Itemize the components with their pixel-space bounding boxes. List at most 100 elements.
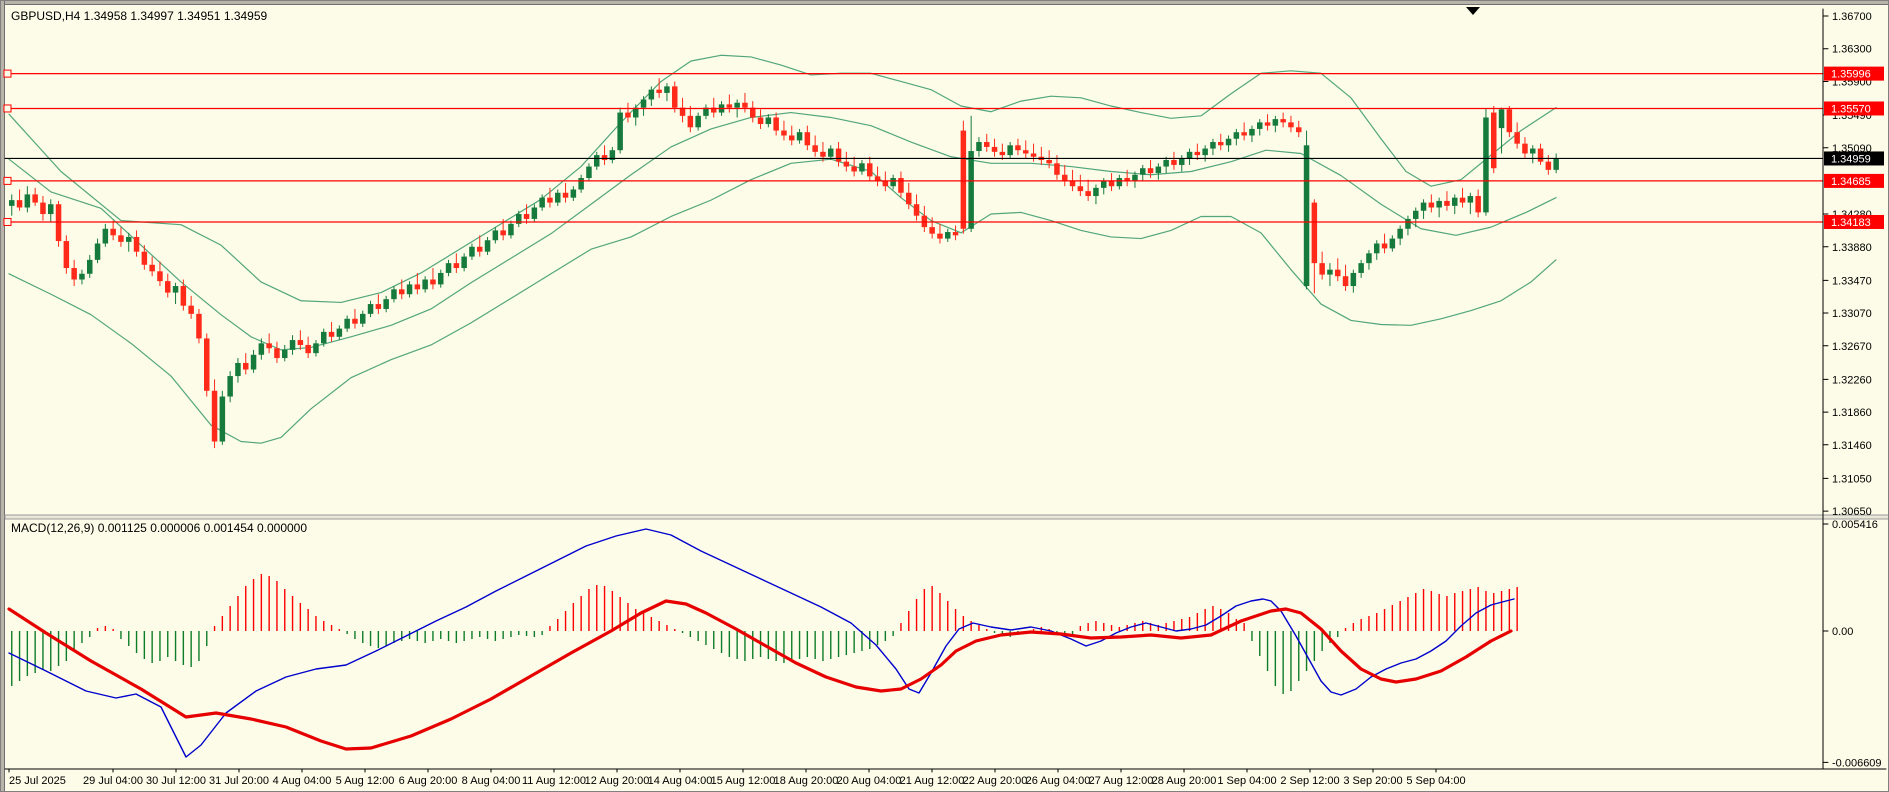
candle-bull: [250, 354, 257, 370]
time-axis-tick-label: 8 Aug 04:00: [462, 775, 521, 787]
candle-bear: [562, 192, 569, 198]
candle-bull: [609, 150, 616, 161]
candle-bull: [1225, 138, 1232, 146]
candle-bear: [1522, 143, 1528, 154]
candle-bull: [1303, 145, 1310, 287]
candle-bear: [820, 151, 826, 157]
candle-bear: [960, 130, 967, 229]
candle-bull: [765, 117, 772, 125]
candle-bear: [1046, 160, 1052, 164]
level-line-handle-icon[interactable]: [3, 69, 12, 78]
time-axis-tick-label: 21 Aug 12:00: [900, 775, 965, 787]
down-arrow-marker-icon[interactable]: [1466, 7, 1480, 15]
candle-bull: [1389, 238, 1396, 249]
candle-bull: [976, 142, 982, 152]
candle-bear: [1147, 168, 1154, 174]
candle-bull: [1186, 151, 1193, 159]
candle-bear: [211, 390, 218, 442]
candle-bull: [664, 86, 670, 93]
macd-lines-layer: [7, 528, 1515, 758]
candle-bear: [1428, 202, 1435, 208]
time-axis-tick-label: 28 Aug 20:00: [1152, 775, 1217, 787]
candle-bear: [789, 135, 795, 141]
candle-bear: [547, 197, 553, 203]
macd-axis-ticks[interactable]: 0.005416 0.00 -0.006609: [1822, 519, 1882, 769]
candle-bear: [196, 313, 202, 339]
level-line-handle-icon[interactable]: [3, 217, 12, 226]
candle-bull: [1101, 181, 1107, 188]
level-price-badge-bg: [1824, 101, 1884, 116]
candle-bear: [157, 271, 163, 282]
time-axis-tick-label: 22 Aug 20:00: [963, 775, 1028, 787]
candle-bear: [500, 230, 506, 236]
time-axis-tick-label: 5 Aug 12:00: [336, 775, 395, 787]
candle-bear: [477, 246, 483, 252]
candle-bull: [313, 343, 319, 354]
candle-bull: [695, 115, 701, 128]
time-axis-labels[interactable]: 25 Jul 2025 29 Jul 04:00 30 Jul 12:00 31 Ju…: [8, 768, 1466, 787]
candle-bull: [703, 107, 709, 116]
candle-bull: [539, 197, 545, 208]
price-axis-tick-label: 1.32260: [1832, 374, 1872, 386]
candle-bull: [48, 204, 54, 215]
candle-bear: [328, 331, 335, 337]
time-axis-tick-label: 14 Aug 04:00: [648, 775, 713, 787]
candle-bull: [9, 200, 15, 206]
candle-bear: [1171, 160, 1177, 165]
candle-bear: [55, 204, 62, 242]
candle-bull: [555, 192, 561, 203]
candle-bear: [1124, 178, 1130, 182]
time-axis-tick-label: 1 Sep 04:00: [1217, 775, 1276, 787]
candle-bull: [1257, 122, 1263, 129]
candle-bear: [781, 130, 787, 136]
current-price-badge-bg: [1824, 151, 1884, 166]
price-level-lines-layer[interactable]: [3, 69, 1824, 226]
level-line-handle-icon[interactable]: [3, 104, 12, 113]
candle-bear: [1085, 191, 1091, 197]
time-axis-tick-label: 4 Aug 04:00: [273, 775, 332, 787]
candle-bull: [1483, 117, 1489, 213]
candle-bull: [94, 243, 101, 260]
level-price-badge-bg: [1824, 214, 1884, 229]
candle-bear: [937, 233, 943, 239]
level-price-badge: 1.35570: [1824, 101, 1884, 116]
price-axis-tick-label: 1.31860: [1832, 407, 1872, 419]
candle-bear: [929, 227, 935, 234]
time-axis-tick-label: 18 Aug 20:00: [774, 775, 839, 787]
time-axis-tick-label: 2 Sep 12:00: [1280, 775, 1339, 787]
candle-bear: [851, 166, 857, 172]
candle-bull: [1140, 168, 1146, 175]
candle-bull: [1452, 197, 1458, 206]
candle-bear: [149, 264, 155, 272]
candle-bear: [1108, 181, 1115, 187]
candle-bear: [523, 214, 530, 219]
panel-divider[interactable]: [4, 514, 1889, 520]
candle-bear: [110, 228, 116, 236]
candle-bull: [859, 163, 865, 172]
candle-bear: [1023, 150, 1029, 154]
macd-axis-tick-label: -0.006609: [1832, 757, 1882, 769]
candle-bear: [266, 343, 272, 349]
candle-bull: [586, 166, 592, 179]
candle-bull: [492, 230, 499, 241]
macd-indicator-label: MACD(12,26,9) 0.001125 0.000006 0.001454…: [11, 521, 308, 535]
candle-bear: [1475, 196, 1481, 213]
level-line-handle-icon[interactable]: [3, 176, 12, 185]
candle-bear: [165, 281, 171, 293]
candle-bear: [672, 86, 678, 108]
candle-bear: [1296, 127, 1302, 133]
candle-bear: [1459, 197, 1466, 203]
chart-title-ohlc: GBPUSD,H4 1.34958 1.34997 1.34951 1.3495…: [11, 9, 268, 23]
price-axis-tick-label: 1.32670: [1832, 341, 1872, 353]
candle-bull: [617, 112, 623, 151]
price-axis-tick-label: 1.36700: [1832, 11, 1872, 23]
candle-bear: [453, 263, 460, 269]
candle-bull: [1436, 200, 1442, 208]
axes-layer[interactable]: [4, 8, 1887, 770]
candle-bear: [952, 232, 959, 236]
candle-bear: [726, 104, 733, 108]
time-axis-tick-label: 6 Aug 20:00: [399, 775, 458, 787]
current-price-badge-text: 1.34959: [1831, 153, 1871, 165]
candle-bull: [828, 148, 834, 157]
